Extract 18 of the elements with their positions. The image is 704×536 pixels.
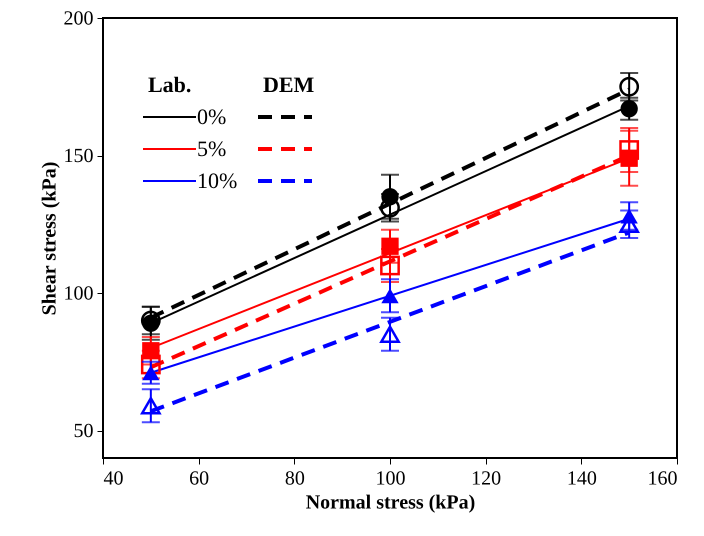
x-tick-label: 140 bbox=[566, 468, 597, 490]
x-tick-label: 160 bbox=[648, 468, 678, 490]
legend-label: 0% bbox=[197, 104, 226, 129]
y-tick-label: 150 bbox=[64, 145, 94, 167]
annotation: Lab. bbox=[148, 72, 192, 97]
x-tick-label: 120 bbox=[471, 468, 502, 490]
x-tick-label: 100 bbox=[376, 468, 406, 490]
x-tick-label: 80 bbox=[284, 468, 305, 490]
y-tick-label: 100 bbox=[64, 282, 94, 304]
y-tick-label: 50 bbox=[74, 420, 94, 442]
x-tick-label: 40 bbox=[104, 468, 124, 490]
x-axis-title: Normal stress (kPa) bbox=[306, 492, 476, 514]
legend-label: 5% bbox=[197, 136, 226, 161]
legend-label: 10% bbox=[197, 168, 238, 193]
annotation: DEM bbox=[263, 72, 315, 97]
y-axis-title: Shear stress (kPa) bbox=[38, 162, 60, 316]
y-tick-label: 200 bbox=[64, 8, 94, 30]
x-tick-label: 60 bbox=[189, 468, 210, 490]
